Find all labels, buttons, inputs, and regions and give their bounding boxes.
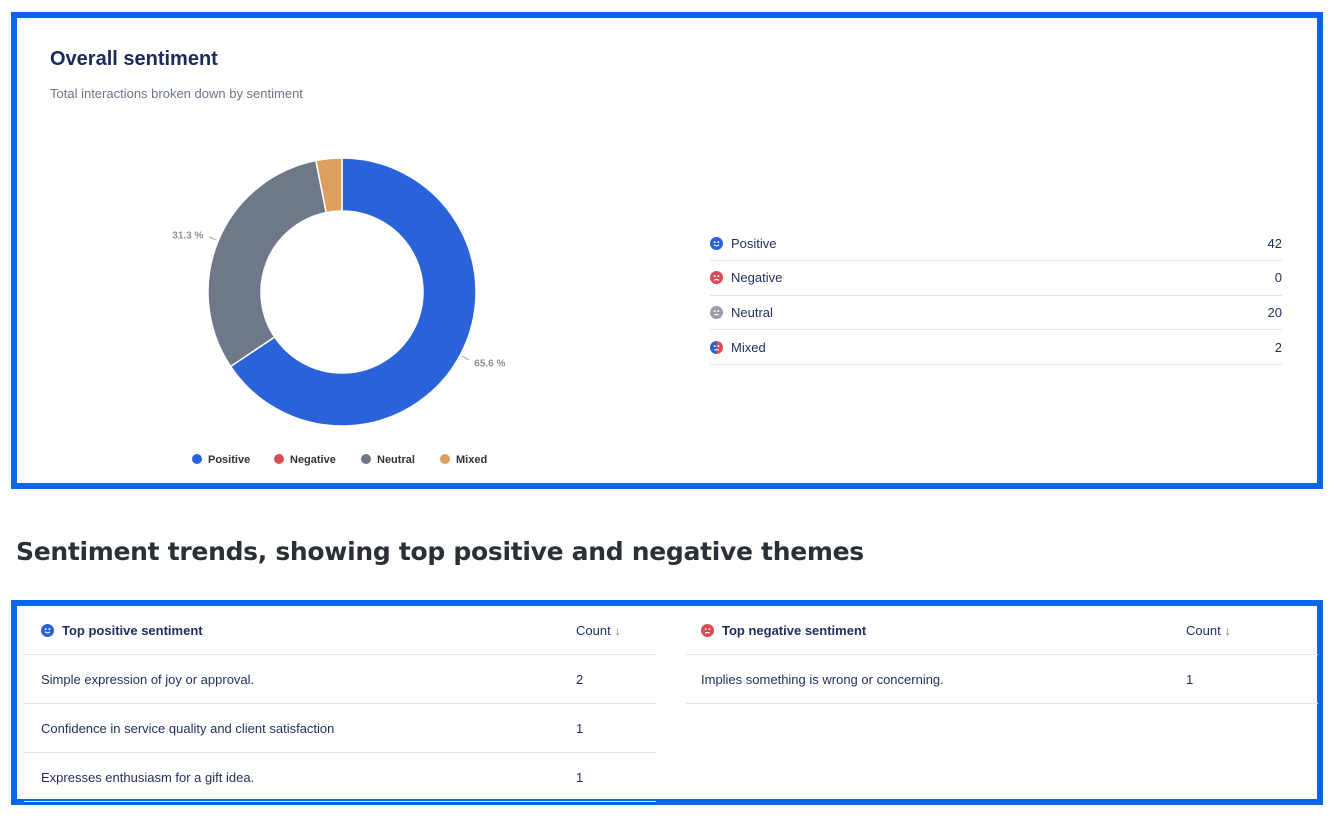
card-subtitle: Total interactions broken down by sentim… — [50, 86, 303, 101]
legend-dot — [192, 454, 202, 464]
slice-mixed[interactable] — [314, 157, 343, 214]
mixed-face-icon — [710, 340, 723, 354]
theme-count: 1 — [576, 769, 584, 785]
theme-text: Implies something is wrong or concerning… — [701, 671, 944, 687]
legend-label: Positive — [208, 454, 250, 466]
legend-value: 2 — [1274, 339, 1282, 355]
arrow-down-icon: ↓ — [614, 622, 621, 638]
count-label: Count — [1186, 622, 1221, 638]
legend-dot — [274, 454, 284, 464]
sad-face-icon — [701, 623, 714, 637]
legend-label: Mixed — [731, 339, 766, 355]
chart-legend-item-mixed[interactable]: Mixed — [440, 454, 487, 466]
arrow-down-icon: ↓ — [1224, 622, 1231, 638]
sentiment-trends-card: Top positive sentiment Count ↓ Simple ex… — [11, 600, 1323, 805]
count-label: Count — [576, 622, 611, 638]
theme-count: 1 — [1186, 671, 1194, 687]
legend-label: Negative — [290, 454, 336, 466]
smile-face-icon — [41, 623, 54, 637]
legend-label: Neutral — [731, 304, 773, 320]
theme-text: Expresses enthusiasm for a gift idea. — [41, 769, 255, 785]
table-row[interactable]: Simple expression of joy or approval. 2 — [24, 655, 656, 704]
legend-row-mixed: Mixed 2 — [710, 330, 1282, 366]
legend-value: 20 — [1267, 304, 1282, 320]
legend-dot — [361, 454, 371, 464]
table-header: Top negative sentiment Count ↓ — [686, 606, 1318, 655]
legend-label: Mixed — [456, 454, 487, 466]
slice-positive[interactable] — [229, 157, 477, 427]
theme-text: Simple expression of joy or approval. — [41, 671, 255, 687]
neutral-face-icon — [710, 305, 723, 319]
chart-legend-item-positive[interactable]: Positive — [192, 454, 250, 466]
label-connector — [461, 355, 470, 361]
legend-row-negative: Negative 0 — [710, 261, 1282, 296]
legend-row-positive: Positive 42 — [710, 226, 1282, 261]
header-label: Top negative sentiment — [722, 622, 867, 638]
legend-dot — [440, 454, 450, 464]
donut-chart: 65.6 % 31.3 % Positive Negative Neutral Mixed — [172, 157, 506, 466]
legend-label: Negative — [731, 270, 783, 286]
legend-label: Neutral — [377, 454, 415, 466]
data-label: 65.6 % — [474, 359, 505, 370]
theme-text: Confidence in service quality and client… — [41, 720, 335, 736]
count-sort-header[interactable]: Count ↓ — [1186, 623, 1231, 638]
theme-count: 1 — [576, 720, 584, 736]
top-negative-table: Top negative sentiment Count ↓ Implies s… — [686, 606, 1318, 704]
table-row[interactable]: Implies something is wrong or concerning… — [686, 655, 1318, 704]
smile-face-icon — [710, 236, 723, 250]
card-title: Overall sentiment — [50, 48, 218, 70]
slice-neutral[interactable] — [207, 159, 328, 368]
chart-legend-item-negative[interactable]: Negative — [274, 454, 336, 466]
sad-face-icon — [710, 271, 723, 285]
legend-value: 42 — [1267, 235, 1282, 251]
theme-count: 2 — [576, 671, 584, 687]
count-sort-header[interactable]: Count ↓ — [576, 623, 621, 638]
label-connector — [208, 236, 217, 241]
overall-sentiment-card: Overall sentiment Total interactions bro… — [11, 12, 1323, 489]
chart-legend-item-neutral[interactable]: Neutral — [361, 454, 415, 466]
table-row[interactable]: Expresses enthusiasm for a gift idea. 1 — [24, 753, 656, 802]
legend-row-neutral: Neutral 20 — [710, 295, 1282, 331]
top-positive-table: Top positive sentiment Count ↓ Simple ex… — [24, 606, 656, 802]
header-label: Top positive sentiment — [62, 622, 203, 638]
table-row[interactable]: Confidence in service quality and client… — [24, 704, 656, 753]
legend-value: 0 — [1274, 270, 1282, 286]
legend-label: Positive — [731, 235, 777, 251]
data-label: 31.3 % — [172, 231, 203, 242]
section-heading: Sentiment trends, showing top positive a… — [16, 537, 864, 566]
table-header: Top positive sentiment Count ↓ — [24, 606, 656, 655]
